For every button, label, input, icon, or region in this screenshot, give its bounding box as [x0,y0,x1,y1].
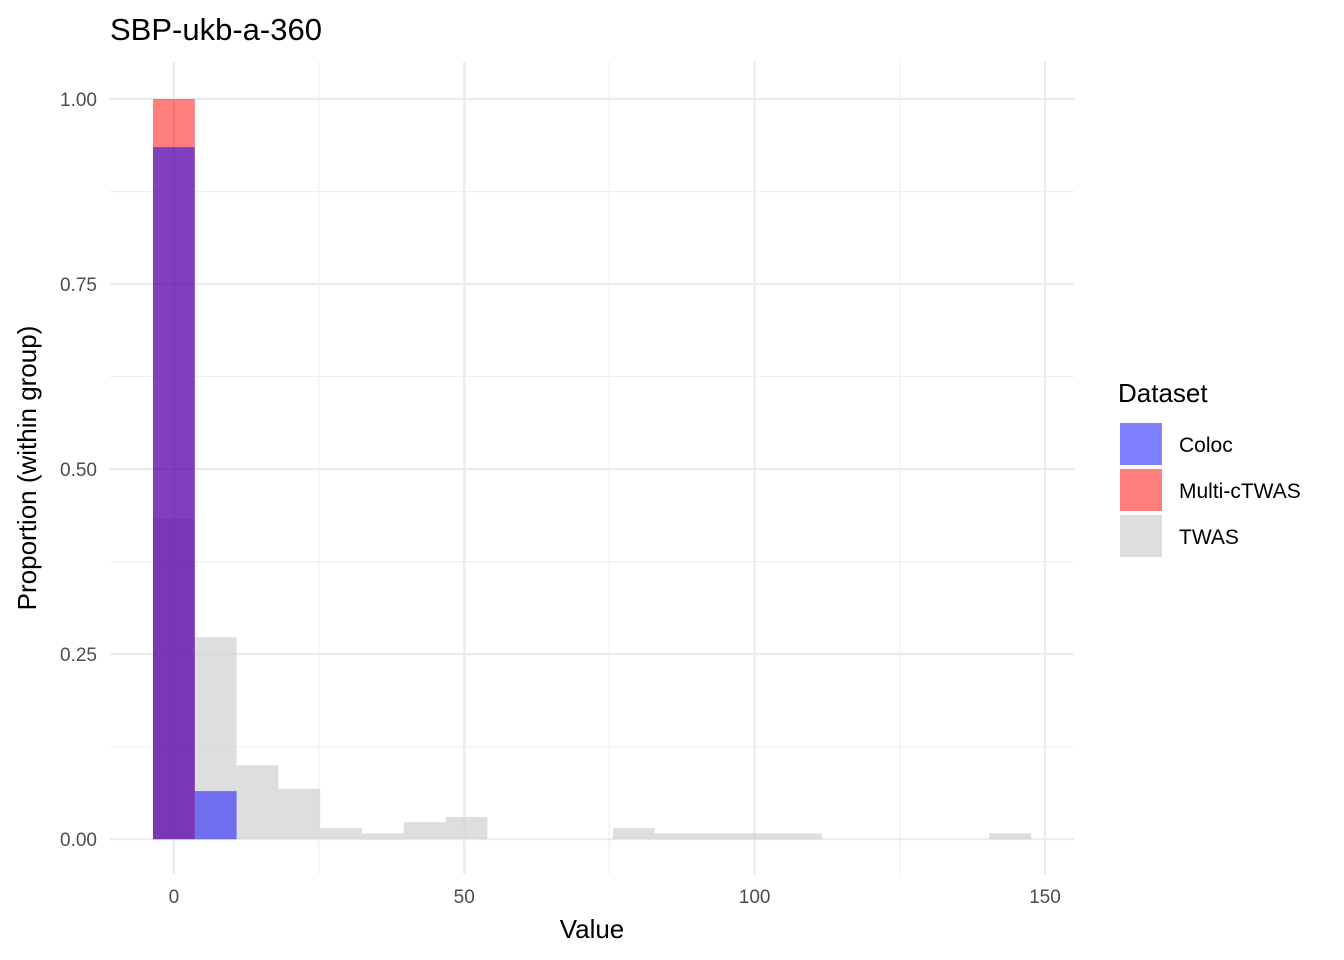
y-tick-label: 0.75 [60,275,97,296]
bar [654,833,697,840]
legend-items: Coloc Multi-cTWAS TWAS [1120,423,1301,557]
legend-label: Multi-cTWAS [1179,480,1301,503]
y-tick-label: 0.25 [60,645,97,666]
bar [278,788,321,840]
legend-label: Coloc [1179,434,1233,457]
histogram-bars [152,99,1032,840]
bar [612,828,655,840]
series-coloc [152,147,237,840]
legend: Dataset Coloc Multi-cTWAS TWAS [1118,378,1301,557]
y-axis-title: Proportion (within group) [12,326,42,611]
grid-minor [110,62,1074,874]
y-axis-ticks: 0.00 0.25 0.50 0.75 1.00 [60,90,97,851]
legend-title: Dataset [1118,378,1208,408]
bar [152,147,195,840]
bar [320,828,363,840]
bar [194,791,237,840]
bar [696,833,739,840]
legend-label: TWAS [1179,526,1239,549]
bar [236,765,279,840]
bar [780,833,822,840]
y-tick-label: 1.00 [60,90,97,111]
bar [362,833,404,840]
legend-key [1120,515,1162,557]
x-tick-label: 150 [1029,887,1061,908]
legend-key [1120,469,1162,511]
x-axis-title: Value [560,914,625,944]
y-tick-label: 0.00 [60,830,97,851]
x-tick-label: 100 [739,887,771,908]
bar [989,833,1032,840]
x-tick-label: 50 [454,887,475,908]
y-tick-label: 0.50 [60,460,97,481]
bar [445,817,488,840]
bar [738,833,781,840]
x-tick-label: 0 [169,887,180,908]
legend-key [1120,423,1162,465]
grid-major [110,62,1074,874]
chart-title: SBP-ukb-a-360 [110,12,322,47]
x-axis-ticks: 0 50 100 150 [169,887,1061,908]
bar [403,822,446,840]
